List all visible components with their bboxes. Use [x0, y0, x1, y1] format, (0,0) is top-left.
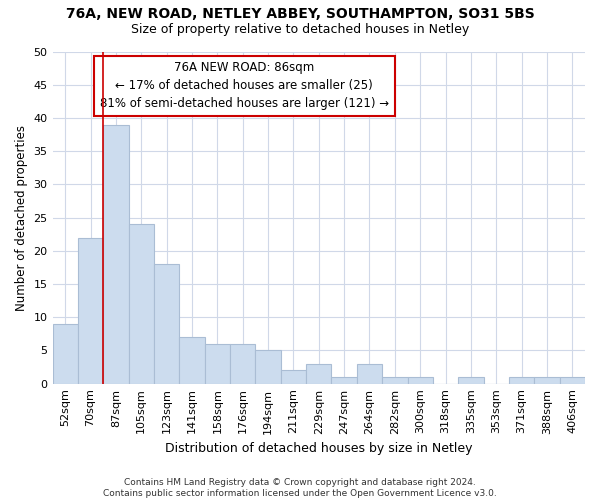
- Bar: [382, 377, 407, 384]
- Bar: [407, 377, 433, 384]
- Bar: [509, 377, 534, 384]
- Bar: [458, 377, 484, 384]
- Bar: [256, 350, 281, 384]
- Bar: [103, 124, 128, 384]
- Bar: [534, 377, 560, 384]
- Bar: [306, 364, 331, 384]
- X-axis label: Distribution of detached houses by size in Netley: Distribution of detached houses by size …: [165, 442, 473, 455]
- Bar: [205, 344, 230, 384]
- Bar: [179, 337, 205, 384]
- Text: Size of property relative to detached houses in Netley: Size of property relative to detached ho…: [131, 22, 469, 36]
- Bar: [78, 238, 103, 384]
- Bar: [357, 364, 382, 384]
- Bar: [128, 224, 154, 384]
- Text: 76A, NEW ROAD, NETLEY ABBEY, SOUTHAMPTON, SO31 5BS: 76A, NEW ROAD, NETLEY ABBEY, SOUTHAMPTON…: [65, 8, 535, 22]
- Text: 76A NEW ROAD: 86sqm
← 17% of detached houses are smaller (25)
81% of semi-detach: 76A NEW ROAD: 86sqm ← 17% of detached ho…: [100, 62, 389, 110]
- Y-axis label: Number of detached properties: Number of detached properties: [15, 124, 28, 310]
- Bar: [560, 377, 585, 384]
- Bar: [281, 370, 306, 384]
- Bar: [331, 377, 357, 384]
- Text: Contains HM Land Registry data © Crown copyright and database right 2024.
Contai: Contains HM Land Registry data © Crown c…: [103, 478, 497, 498]
- Bar: [230, 344, 256, 384]
- Bar: [53, 324, 78, 384]
- Bar: [154, 264, 179, 384]
